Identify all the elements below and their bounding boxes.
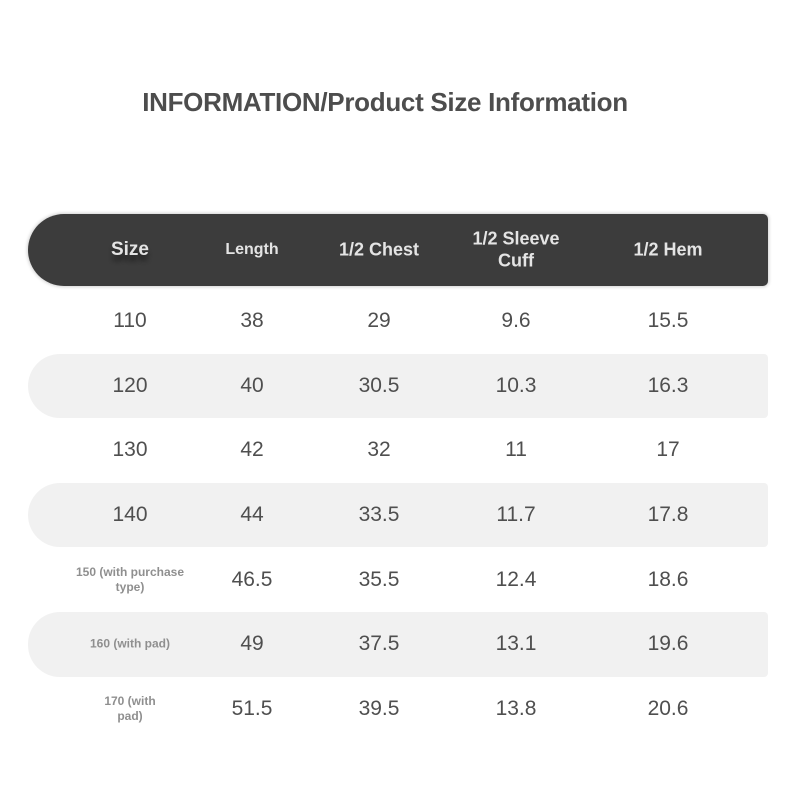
sleeve-cuff-cell: 11 bbox=[505, 438, 527, 462]
hem-cell: 16.3 bbox=[647, 373, 689, 397]
table-row-160: 160 (with pad) 49 37.5 13.1 19.6 bbox=[28, 611, 768, 677]
size-cell: 110 bbox=[113, 309, 147, 333]
table-row-130: 130 42 32 11 17 bbox=[28, 418, 768, 483]
sleeve-cuff-cell: 12.4 bbox=[495, 567, 537, 591]
length-cell: 40 bbox=[240, 373, 264, 397]
size-table: Size Length 1/2 Chest 1/2 Sleeve Cuff 1/… bbox=[28, 214, 768, 741]
length-cell: 38 bbox=[240, 309, 264, 333]
size-cell: 170 (with pad) bbox=[104, 693, 156, 723]
table-row-120: 120 40 30.5 10.3 16.3 bbox=[28, 353, 768, 419]
length-cell: 44 bbox=[240, 503, 264, 527]
chest-cell: 30.5 bbox=[358, 373, 400, 397]
chest-cell: 29 bbox=[367, 309, 391, 333]
hem-cell: 17 bbox=[656, 438, 680, 462]
column-header-size: Size bbox=[110, 239, 150, 260]
chest-cell: 33.5 bbox=[358, 503, 400, 527]
chest-cell: 39.5 bbox=[358, 696, 400, 720]
hem-cell: 15.5 bbox=[647, 309, 689, 333]
length-cell: 49 bbox=[240, 632, 264, 656]
column-header-half-chest: 1/2 Chest bbox=[338, 239, 420, 260]
chest-cell: 35.5 bbox=[358, 567, 400, 591]
size-cell: 130 bbox=[112, 438, 148, 462]
hem-cell: 17.8 bbox=[647, 503, 689, 527]
length-cell: 51.5 bbox=[231, 696, 273, 720]
size-cell: 120 bbox=[112, 373, 148, 397]
hem-cell: 20.6 bbox=[647, 696, 689, 720]
sleeve-cuff-cell: 10.3 bbox=[495, 373, 537, 397]
length-cell: 46.5 bbox=[231, 567, 273, 591]
sleeve-cuff-cell: 13.1 bbox=[495, 632, 537, 656]
table-row-150: 150 (with purchase type) 46.5 35.5 12.4 … bbox=[28, 547, 768, 612]
sleeve-cuff-cell: 11.7 bbox=[496, 503, 536, 527]
size-cell: 150 (with purchase type) bbox=[75, 564, 185, 594]
chest-cell: 37.5 bbox=[358, 632, 400, 656]
hem-cell: 19.6 bbox=[647, 632, 689, 656]
table-row-110: 110 38 29 9.6 15.5 bbox=[28, 289, 768, 354]
size-cell: 160 (with pad) bbox=[89, 636, 171, 651]
page-title: INFORMATION/Product Size Information bbox=[142, 87, 628, 117]
length-cell: 42 bbox=[240, 438, 264, 462]
size-table-header: Size Length 1/2 Chest 1/2 Sleeve Cuff 1/… bbox=[28, 214, 768, 286]
sleeve-cuff-cell: 13.8 bbox=[495, 696, 537, 720]
column-header-half-sleeve-cuff: 1/2 Sleeve Cuff bbox=[472, 228, 560, 270]
column-header-length: Length bbox=[225, 241, 279, 258]
sleeve-cuff-cell: 9.6 bbox=[501, 309, 531, 333]
column-header-half-hem: 1/2 Hem bbox=[633, 239, 703, 260]
chest-cell: 32 bbox=[367, 438, 391, 462]
size-table-body: 110 38 29 9.6 15.5 120 40 30.5 10.3 16.3… bbox=[28, 289, 768, 741]
size-cell: 140 bbox=[112, 503, 148, 527]
hem-cell: 18.6 bbox=[647, 567, 689, 591]
table-row-140: 140 44 33.5 11.7 17.8 bbox=[28, 482, 768, 548]
table-row-170: 170 (with pad) 51.5 39.5 13.8 20.6 bbox=[28, 677, 768, 742]
